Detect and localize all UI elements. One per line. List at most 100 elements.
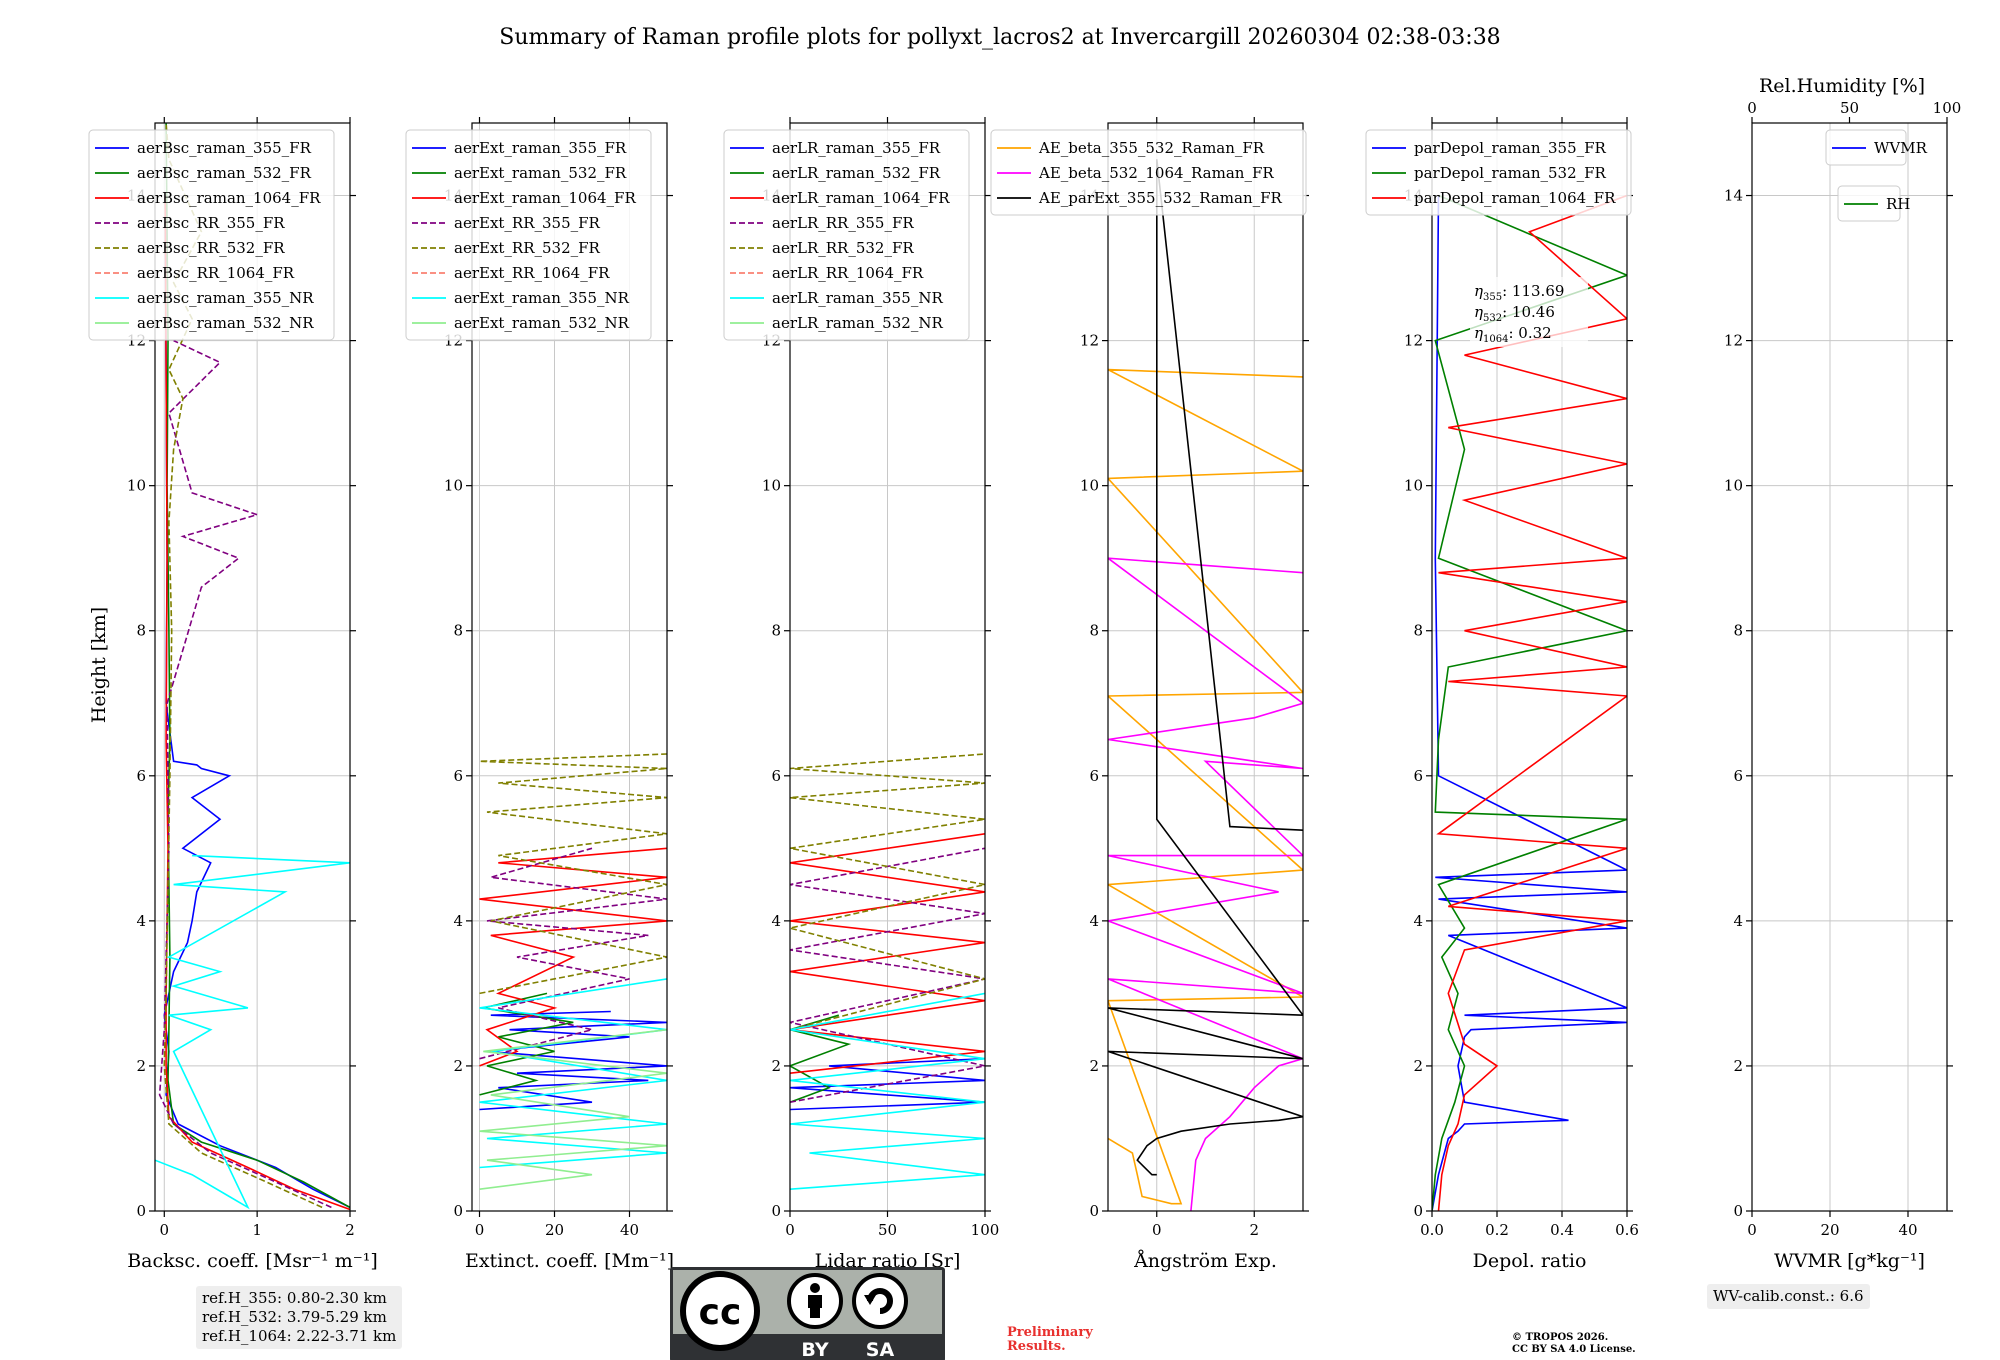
ytick-label-1: 2: [453, 1057, 463, 1075]
xtick-label-0: 0: [160, 1221, 170, 1239]
ytick-label-1: 2: [1413, 1057, 1423, 1075]
ytick-label-3: 6: [1089, 767, 1099, 785]
xtick-label-1: 20: [1820, 1221, 1839, 1239]
ytick-label-1: 2: [136, 1057, 146, 1075]
share-alike-icon: [852, 1273, 908, 1329]
xtick-label-0: 0: [785, 1221, 795, 1239]
by-text: BY: [801, 1339, 828, 1360]
copyright-line-1: © TROPOS 2026.: [1512, 1332, 1609, 1343]
ref-height-1064: ref.H_1064: 2.22-3.71 km: [202, 1327, 397, 1345]
legend-frame: [405, 129, 652, 341]
attribution-icon: [787, 1273, 843, 1329]
wv-calibration-box: WV-calib.const.: 6.6: [1707, 1284, 1870, 1309]
legend-label-0: aerExt_raman_355_FR: [454, 139, 627, 157]
panel-ang: 0246810121402Ångström Exp.AE_beta_355_53…: [990, 117, 1309, 1272]
xtick-label-1: 0.2: [1485, 1221, 1509, 1239]
sa-text: SA: [866, 1339, 895, 1360]
legend-label-5: aerBsc_RR_1064_FR: [137, 264, 295, 282]
legend-ext: aerExt_raman_355_FR aerExt_raman_532_FRae…: [405, 129, 652, 341]
panel-bsc: 02468101214012Backsc. coeff. [Msr⁻¹ m⁻¹]…: [88, 117, 378, 1272]
series-aerLR_RR_532_FR: [790, 753, 985, 1031]
legend-label-1: aerExt_raman_532_FR: [454, 164, 627, 182]
ytick-label-5: 10: [1080, 477, 1099, 495]
ytick-label-0: 0: [136, 1202, 146, 1220]
series-parDepol_raman_532_FR: [1432, 194, 1627, 1211]
legend-label-3: aerLR_RR_355_FR: [772, 214, 914, 232]
ytick-label-2: 4: [136, 912, 146, 930]
ytick-label-5: 10: [444, 477, 463, 495]
ytick-label-3: 6: [1733, 767, 1743, 785]
legend-label-1: parDepol_raman_532_FR: [1414, 164, 1607, 182]
ref-height-355: ref.H_355: 0.80-2.30 km: [202, 1289, 387, 1307]
legend-bsc: aerBsc_raman_355_FR aerBsc_raman_532_FRae…: [88, 129, 335, 341]
ytick-label-6: 12: [1404, 332, 1423, 350]
panels: 0 2 4 6 8 10 12 14 0 12 Backsc. coeff. [Msr⁻¹ m⁻¹]…: [88, 99, 1961, 1272]
legend-label-2: AE_parExt_355_532_Raman_FR: [1038, 189, 1283, 207]
copyright-note: © TROPOS 2026. CC BY SA 4.0 License.: [1512, 1332, 1636, 1356]
series-aerExt_RR_355_FR: [479, 847, 667, 1060]
ytick-label-5: 10: [1404, 477, 1423, 495]
xtick-label-0: 0.0: [1420, 1221, 1444, 1239]
legend-label-5: aerExt_RR_1064_FR: [454, 264, 610, 282]
ytick-label-0: 0: [1413, 1202, 1423, 1220]
legend-label-2: aerLR_raman_1064_FR: [772, 189, 950, 207]
series-aerLR_RR_355_FR: [790, 847, 985, 1103]
series-aerBsc_RR_355_FR: [158, 339, 332, 1209]
legend-rh: RH: [1837, 185, 1910, 222]
cc-icon: cc: [680, 1271, 760, 1351]
xaxis-label-depol: Depol. ratio: [1473, 1250, 1587, 1272]
series-aerLR_raman_355_NR: [790, 992, 985, 1190]
ytick-label-0: 0: [771, 1202, 781, 1220]
preliminary-line-1: Preliminary: [1007, 1325, 1093, 1340]
axes-frame: [154, 122, 351, 1212]
eta-box: [1470, 277, 1588, 347]
legend-frame: [723, 129, 970, 341]
xtick-label-2: 40: [1898, 1221, 1917, 1239]
legend-frame: [88, 129, 335, 341]
ytick-label-4: 8: [1089, 622, 1099, 640]
ytick-label-1: 2: [771, 1057, 781, 1075]
legend-label-3: aerExt_RR_355_FR: [454, 214, 601, 232]
legend-label-4: aerLR_RR_532_FR: [772, 239, 914, 257]
series-aerExt_raman_1064_FR: [479, 847, 667, 1067]
ytick-label-0: 0: [1089, 1202, 1099, 1220]
cc-text: cc: [699, 1292, 742, 1333]
legend-label-0: WVMR: [1874, 139, 1928, 157]
xtick-label-0: 0: [1152, 1221, 1162, 1239]
xaxis-label-bsc: Backsc. coeff. [Msr⁻¹ m⁻¹]: [127, 1250, 378, 1272]
series-group: [155, 123, 350, 1211]
rh-axis-label: Rel.Humidity [%]: [1759, 75, 1925, 97]
legend-label-6: aerBsc_raman_355_NR: [137, 289, 314, 307]
ytick-label-5: 10: [1724, 477, 1743, 495]
series-aerBsc_raman_355_NR: [155, 854, 350, 1210]
ytick-label-0: 0: [1733, 1202, 1743, 1220]
ytick-label-4: 8: [453, 622, 463, 640]
xtick-label-2: 2: [345, 1221, 355, 1239]
top-xtick-label-1: 50: [1840, 99, 1859, 117]
legend-label-2: parDepol_raman_1064_FR: [1414, 189, 1616, 207]
preliminary-note: Preliminary Results.: [1007, 1326, 1093, 1354]
xtick-label-0: 0: [1747, 1221, 1757, 1239]
series-group: [479, 753, 667, 1190]
preliminary-line-2: Results.: [1007, 1339, 1066, 1354]
wv-calibration-text: WV-calib.const.: 6.6: [1713, 1287, 1864, 1305]
ytick-label-2: 4: [1413, 912, 1423, 930]
legend-label-2: aerBsc_raman_1064_FR: [137, 189, 321, 207]
xaxis-label-lr: Lidar ratio [Sr]: [815, 1250, 961, 1272]
legend-label-0: AE_beta_355_532_Raman_FR: [1038, 139, 1265, 157]
legend-depol: parDepol_raman_355_FR parDepol_raman_532_…: [1365, 129, 1632, 216]
ytick-label-5: 10: [762, 477, 781, 495]
xtick-label-3: 0.6: [1615, 1221, 1639, 1239]
legend-label-0: RH: [1886, 195, 1910, 213]
ytick-label-1: 2: [1089, 1057, 1099, 1075]
ytick-label-6: 12: [1724, 332, 1743, 350]
legend-frame: [990, 129, 1307, 216]
panel-lr: 02468101214050100Lidar ratio [Sr]aerLR_r…: [723, 117, 999, 1272]
legend-label-0: parDepol_raman_355_FR: [1414, 139, 1607, 157]
ytick-label-7: 14: [1724, 187, 1743, 205]
legend-label-4: aerExt_RR_532_FR: [454, 239, 601, 257]
eta-line-1: η532: 10.46: [1474, 303, 1555, 324]
ytick-label-1: 2: [1733, 1057, 1743, 1075]
